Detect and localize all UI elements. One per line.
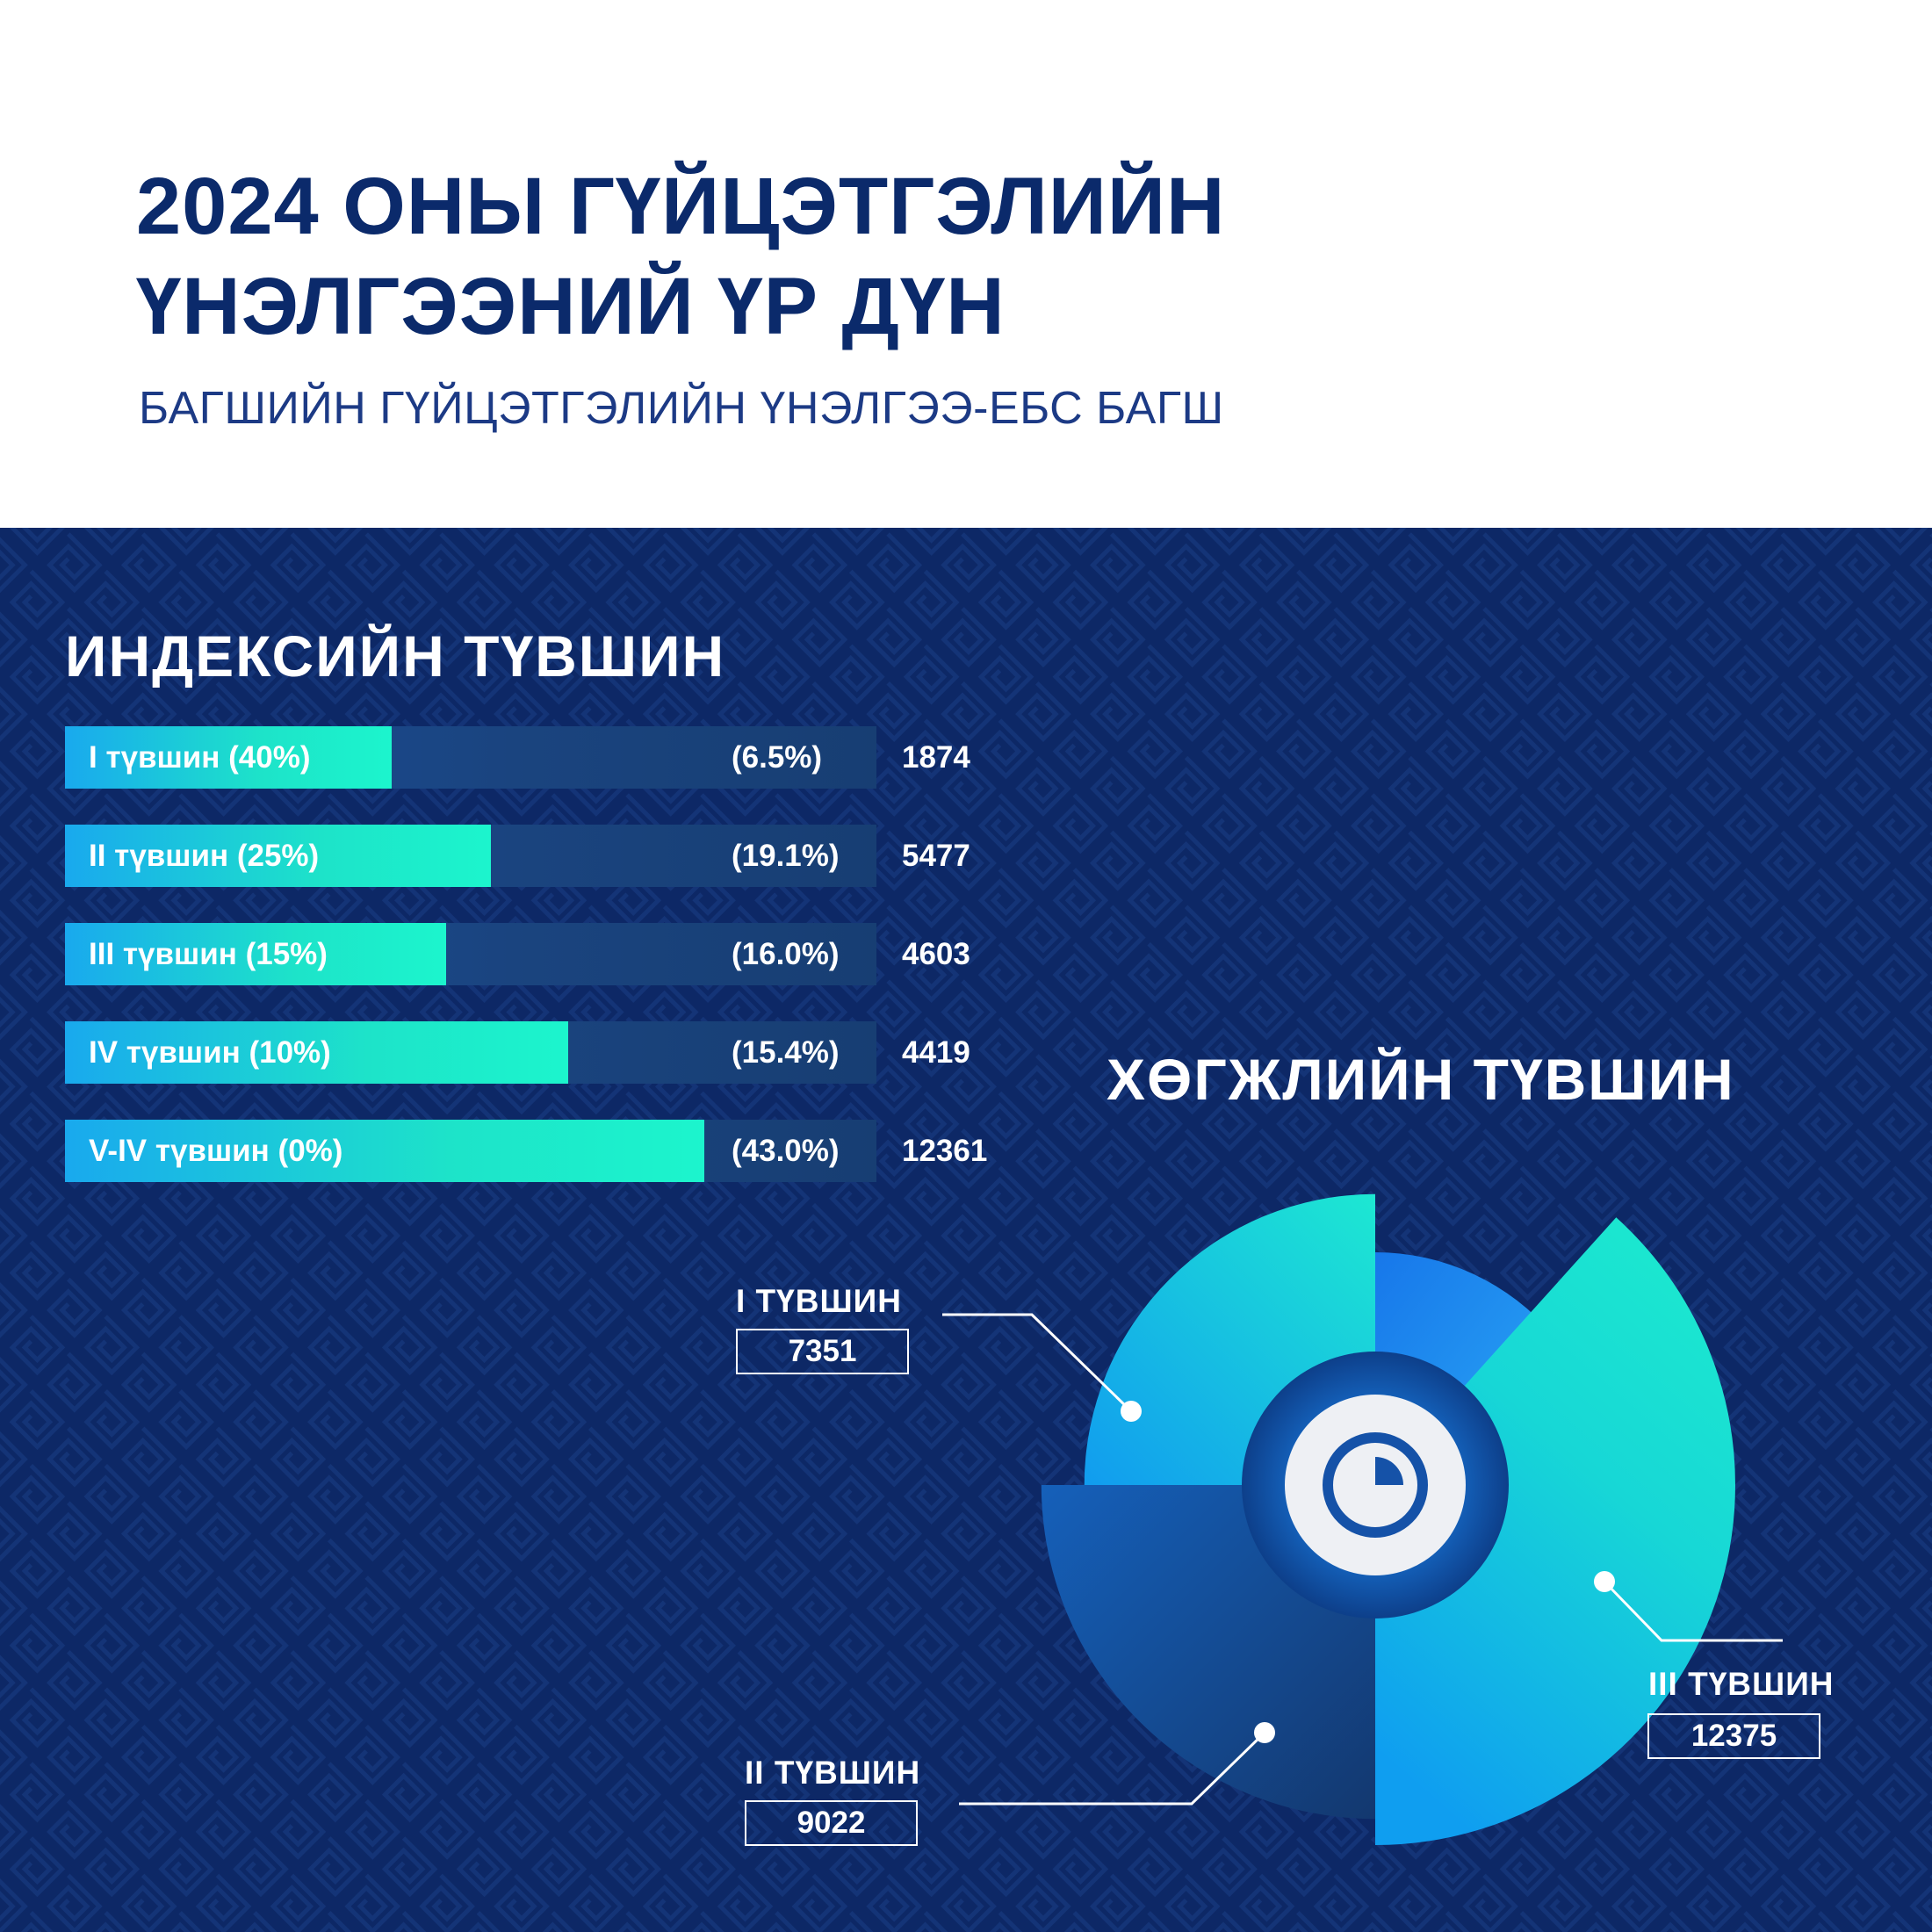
pie-slice-label: I ТҮВШИН	[736, 1283, 902, 1319]
page-title: 2024 ОНЫ ГҮЙЦЭТГЭЛИЙН ҮНЭЛГЭЭНИЙ ҮР ДҮН	[136, 156, 1226, 357]
bar-percent-label: (19.1%)	[732, 839, 840, 873]
development-level-pie-chart	[942, 1193, 1783, 1845]
pie-slice-level-3	[1375, 1217, 1736, 1845]
bar-row: IV түвшин (10%) (15.4%) 4419	[65, 1021, 970, 1084]
bar-fill	[65, 726, 392, 789]
bar-percent-label: (6.5%)	[732, 740, 823, 775]
title-line-2: ҮНЭЛГЭЭНИЙ ҮР ДҮН	[136, 262, 1006, 351]
bar-percent-label: (16.0%)	[732, 937, 840, 971]
callout-line	[942, 1313, 1133, 1413]
pie-slice-value: 9022	[745, 1800, 918, 1846]
bar-row: II түвшин (25%) (19.1%) 5477	[65, 825, 970, 887]
bar-value-label: 12361	[902, 1134, 988, 1168]
bar-value-label: 1874	[902, 740, 970, 775]
pie-slice-label: II ТҮВШИН	[745, 1755, 921, 1791]
bar-value-label: 5477	[902, 839, 970, 873]
bar-category-label: I түвшин (40%)	[89, 740, 311, 775]
bar-row: I түвшин (40%) (6.5%) 1874	[65, 726, 970, 789]
bar-row: V-IV түвшин (0%) (43.0%) 12361	[65, 1120, 987, 1182]
pie-chart-icon	[1323, 1432, 1428, 1538]
title-line-1: 2024 ОНЫ ГҮЙЦЭТГЭЛИЙН	[136, 162, 1226, 251]
bar-row: III түвшин (15%) (16.0%) 4603	[65, 923, 970, 985]
bar-category-label: V-IV түвшин (0%)	[89, 1134, 343, 1168]
development-level-heading: ХӨГЖЛИЙН ТҮВШИН	[1107, 1047, 1735, 1112]
bar-fill	[65, 1120, 704, 1182]
callout-line	[1603, 1580, 1783, 1642]
bar-fill	[65, 1021, 568, 1084]
pie-slice-value: 12375	[1647, 1713, 1820, 1759]
bar-fill	[65, 923, 446, 985]
bar-fill	[65, 825, 491, 887]
header: 2024 ОНЫ ГҮЙЦЭТГЭЛИЙН ҮНЭЛГЭЭНИЙ ҮР ДҮН …	[0, 0, 1932, 528]
bar-value-label: 4419	[902, 1035, 970, 1070]
index-level-heading: ИНДЕКСИЙН ТҮВШИН	[65, 624, 726, 688]
bar-percent-label: (15.4%)	[732, 1035, 840, 1070]
callout-dot	[1121, 1401, 1142, 1422]
pie-slice-label: III ТҮВШИН	[1648, 1666, 1835, 1702]
bar-category-label: IV түвшин (10%)	[89, 1035, 331, 1070]
results-panel: ИНДЕКСИЙН ТҮВШИН I түвшин (40%) (6.5%) 187…	[0, 528, 1932, 1932]
callout-dot	[1594, 1571, 1615, 1592]
bar-percent-label: (43.0%)	[732, 1134, 840, 1168]
callout-line	[959, 1731, 1266, 1806]
bar-category-label: III түвшин (15%)	[89, 937, 328, 971]
callout-dot	[1254, 1722, 1275, 1743]
bar-value-label: 4603	[902, 937, 970, 971]
page-subtitle: БАГШИЙН ГҮЙЦЭТГЭЛИЙН ҮНЭЛГЭЭ-ЕБС БАГШ	[139, 383, 1224, 434]
bar-category-label: II түвшин (25%)	[89, 839, 320, 873]
pie-slice-value: 7351	[736, 1329, 909, 1374]
